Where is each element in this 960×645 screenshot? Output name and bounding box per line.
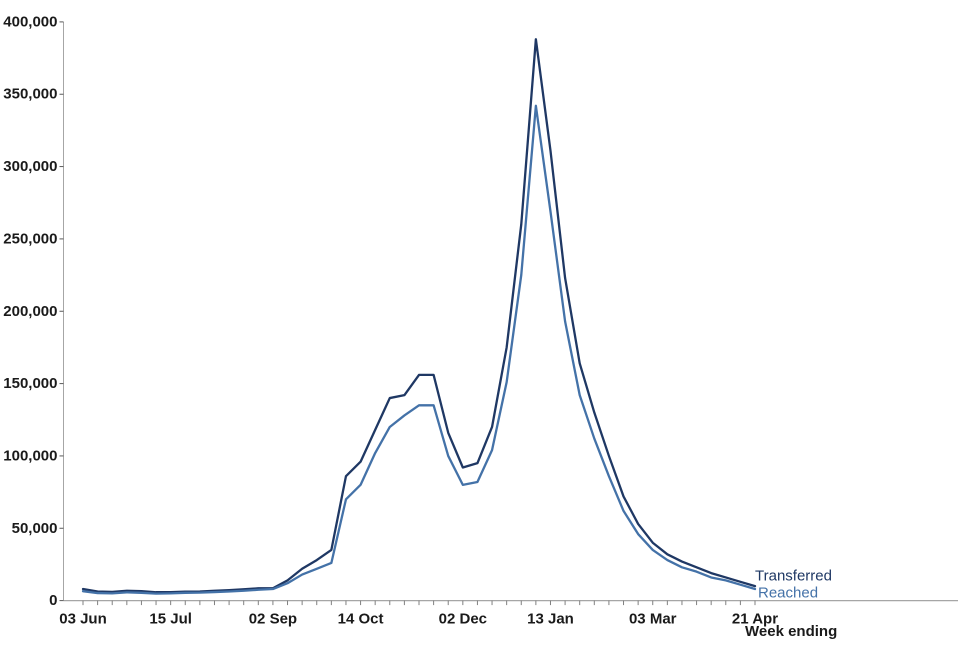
svg-text:02 Dec: 02 Dec — [439, 611, 487, 628]
svg-text:03 Mar: 03 Mar — [629, 611, 677, 628]
svg-text:400,000: 400,000 — [3, 13, 57, 30]
svg-text:250,000: 250,000 — [3, 230, 57, 247]
svg-text:100,000: 100,000 — [3, 447, 57, 464]
svg-text:0: 0 — [49, 592, 57, 609]
svg-text:14 Oct: 14 Oct — [338, 611, 384, 628]
svg-text:150,000: 150,000 — [3, 375, 57, 392]
svg-text:300,000: 300,000 — [3, 158, 57, 175]
svg-text:350,000: 350,000 — [3, 86, 57, 103]
svg-text:13 Jan: 13 Jan — [527, 611, 574, 628]
svg-text:15 Jul: 15 Jul — [149, 611, 192, 628]
svg-text:Reached: Reached — [758, 584, 818, 601]
svg-text:03 Jun: 03 Jun — [59, 611, 107, 628]
svg-text:Week ending: Week ending — [745, 623, 837, 640]
svg-text:50,000: 50,000 — [12, 520, 58, 537]
svg-text:Transferred: Transferred — [755, 568, 832, 585]
svg-text:200,000: 200,000 — [3, 303, 57, 320]
svg-text:02 Sep: 02 Sep — [249, 611, 297, 628]
